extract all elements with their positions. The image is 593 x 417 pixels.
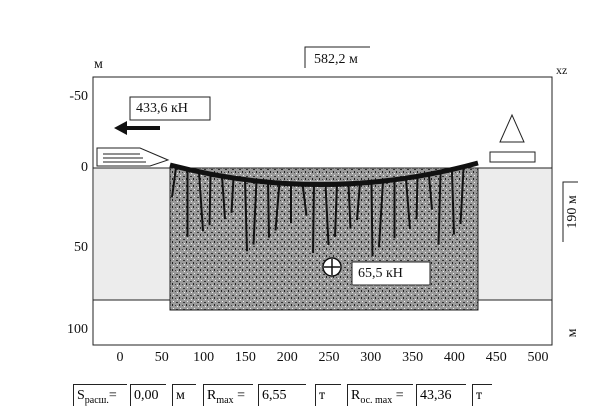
left-rig-detail [103,153,146,163]
drill-string [428,175,433,210]
label-sub: ос. max [360,394,393,406]
y-tick-label: -50 [69,89,88,104]
drill-strings [171,167,465,257]
drill-string [267,181,270,238]
drill-string [378,181,384,248]
x-tick-label: 250 [319,350,340,365]
x-tick-label: 350 [402,350,423,365]
label-main: R [207,388,217,403]
x-tick-label: 200 [277,350,298,365]
footer-unit: т [315,384,341,406]
drill-string [405,178,411,229]
x-tick-label: 400 [444,350,465,365]
drill-string [252,180,258,245]
label-eq: = [108,388,117,403]
y-tick-label: 0 [81,160,88,175]
tip-marker-cross [324,259,340,275]
drill-string [274,182,281,231]
x-tick-label: 450 [486,350,507,365]
drill-string [370,182,374,257]
x-tick-label: 50 [155,350,169,365]
x-unit: м [565,328,580,337]
drill-string [334,183,338,237]
drill-string [415,177,419,220]
drill-string [437,173,442,245]
footer-label: Sрасш.= [73,384,127,406]
drill-string [230,177,235,213]
tip-force: 65,5 кН [358,266,403,281]
profile-chart: 582,2 м м xz 433,6 кН 65,5 кН 190 м м -5… [67,46,580,365]
drill-string [324,183,330,246]
footer-unit: м [172,384,196,406]
depth-box [562,181,578,242]
footer-value: 6,55 [258,384,306,406]
pipe-path [169,160,479,187]
drill-string [312,183,315,253]
drill-string [171,167,177,198]
span-box [304,46,370,68]
depth-label: 190 м [565,195,580,229]
pull-force: 433,6 кН [136,101,188,116]
footer-unit: т [472,384,492,406]
label-main: S [77,388,85,403]
plane-label: xz [556,63,567,77]
label-eq: = [237,388,245,403]
drill-zone [169,167,479,311]
label-main: R [351,388,361,403]
x-tick-label: 500 [528,350,549,365]
drill-string [301,183,308,216]
label-eq: = [395,388,404,403]
footer-value: 0,00 [130,384,166,406]
drill-string [208,174,212,226]
label-sub: расш. [84,394,109,406]
drill-string [244,179,248,252]
pull-force-box [129,96,211,121]
drill-string [221,176,226,220]
x-tick-label: 0 [117,350,124,365]
drill-string [459,169,465,225]
footer-label: Rос. max = [347,384,413,406]
y-tick-label: 100 [67,322,88,337]
tip-force-box [351,261,431,286]
pull-arrow-head [114,121,127,135]
y-unit: м [94,57,103,72]
x-tick-label: 150 [235,350,256,365]
footer-label: Rmax = [203,384,253,406]
x-tick-label: 100 [193,350,214,365]
right-rig [489,113,536,163]
drill-string [356,182,361,221]
footer-value: 43,36 [416,384,466,406]
y-tick-label: 50 [74,240,88,255]
x-tick-label: 300 [360,350,381,365]
drill-string [451,171,455,235]
drill-string [347,183,352,229]
drill-string [198,172,204,232]
label-sub: max [216,394,234,406]
span-label: 582,2 м [314,52,358,67]
